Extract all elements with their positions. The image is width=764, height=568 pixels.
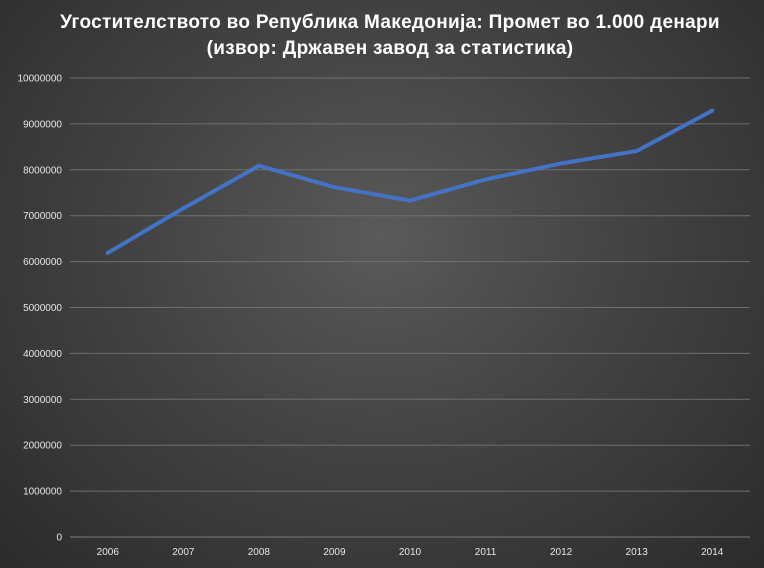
y-tick-label: 10000000: [18, 74, 63, 85]
x-tick-label: 2011: [475, 547, 497, 558]
data-point: [634, 148, 639, 153]
data-point: [256, 163, 261, 168]
data-point: [559, 161, 564, 166]
data-point: [408, 198, 412, 203]
x-tick-label: 2006: [97, 547, 120, 558]
x-tick-label: 2012: [550, 547, 573, 558]
data-point: [181, 206, 186, 211]
x-tick-label: 2007: [172, 547, 195, 558]
y-tick-label: 0: [56, 533, 62, 544]
y-tick-label: 8000000: [23, 165, 62, 176]
x-tick-label: 2013: [626, 547, 649, 558]
y-tick-label: 3000000: [23, 395, 62, 406]
y-tick-label: 7000000: [23, 211, 62, 222]
y-tick-label: 5000000: [23, 303, 62, 314]
y-tick-label: 4000000: [23, 349, 62, 360]
x-tick-label: 2009: [323, 547, 346, 558]
y-tick-label: 9000000: [23, 119, 62, 130]
x-tick-label: 2014: [701, 547, 724, 558]
data-point: [710, 108, 715, 113]
x-tick-label: 2008: [248, 547, 271, 558]
chart-title: Угостителството во Република Македонија:…: [60, 12, 720, 59]
data-point: [332, 185, 337, 190]
x-tick-label: 2010: [399, 547, 422, 558]
data-point: [483, 177, 488, 182]
data-point: [105, 250, 110, 255]
y-tick-label: 2000000: [23, 441, 62, 452]
y-tick-label: 1000000: [23, 487, 62, 498]
series-line: [105, 108, 715, 255]
y-tick-label: 6000000: [23, 257, 62, 268]
